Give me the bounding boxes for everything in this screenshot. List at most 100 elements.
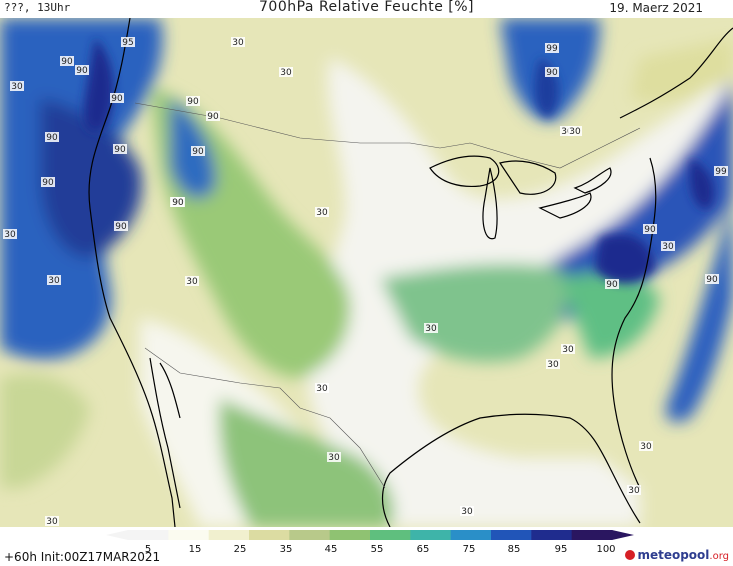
contour-label: 30 — [315, 207, 329, 218]
contour-label: 30 — [561, 344, 575, 355]
contour-label-bg — [561, 344, 575, 354]
contour-label: 30 — [3, 229, 17, 240]
contour-label-text: 90 — [115, 222, 127, 232]
legend-tick-label: 95 — [555, 544, 568, 555]
contour-label-text: 30 — [232, 38, 244, 48]
contour-label: 90 — [113, 144, 127, 155]
contour-label-text: 90 — [606, 280, 618, 290]
contour-label: 30 — [460, 506, 474, 517]
legend-swatch — [571, 530, 613, 540]
legend-tick-label: 45 — [325, 544, 338, 555]
contour-label-bg — [627, 485, 641, 495]
humidity-map: 9530909030909090909090903090303090303030… — [0, 18, 733, 527]
contour-label-text: 30 — [280, 68, 292, 78]
contour-label-bg — [568, 126, 582, 136]
contour-label-text: 30 — [569, 127, 581, 137]
contour-label-bg — [327, 452, 341, 462]
legend-tick-label: 35 — [280, 544, 293, 555]
contour-label: 90 — [110, 93, 124, 104]
contour-label-bg — [714, 166, 728, 176]
contour-label-bg — [47, 275, 61, 285]
contour-label-bg — [121, 37, 135, 47]
contour-label: 90 — [60, 56, 74, 67]
contour-label: 99 — [545, 43, 559, 54]
contour-label: 30 — [568, 126, 582, 137]
legend-swatch — [370, 530, 411, 540]
contour-label-text: 95 — [122, 38, 133, 48]
contour-labels: 9530909030909090909090903090303090303030… — [3, 37, 728, 527]
humidity-field — [0, 18, 733, 527]
contour-label: 30 — [560, 126, 574, 137]
contour-label-text: 30 — [425, 324, 437, 334]
legend-swatch — [450, 530, 492, 540]
init-time-label: +60h Init:00Z17MAR2021 — [4, 550, 161, 564]
contour-label: 95 — [121, 37, 135, 48]
contour-label: 90 — [643, 224, 657, 235]
contour-label-text: 30 — [628, 486, 640, 496]
contour-label-bg — [110, 93, 124, 103]
logo-brand: meteopool — [637, 548, 710, 562]
contour-label-bg — [191, 146, 205, 156]
contour-label-text: 99 — [715, 167, 727, 177]
legend-swatch — [491, 530, 532, 540]
legend-swatches — [106, 530, 634, 540]
gulf-coastline — [381, 413, 641, 527]
contour-label-text: 30 — [316, 208, 328, 218]
legend-swatch — [208, 530, 250, 540]
legend-tick-label: 5 — [145, 544, 151, 555]
contour-label-bg — [45, 132, 59, 142]
contour-label: 30 — [279, 67, 293, 78]
contour-label: 30 — [639, 441, 653, 452]
contour-label-text: 30 — [562, 345, 574, 355]
contour-label-bg — [185, 276, 199, 286]
contour-label-text: 30 — [4, 230, 16, 240]
contour-label: 30 — [47, 275, 61, 286]
contour-label: 90 — [171, 197, 185, 208]
legend-tick-label: 55 — [371, 544, 384, 555]
contour-label-bg — [206, 111, 220, 121]
contour-label: 30 — [661, 241, 675, 252]
map-title: 700hPa Relative Feuchte [%] — [259, 0, 474, 15]
legend-tick-label: 75 — [463, 544, 476, 555]
meteopool-logo[interactable]: meteopool.org — [625, 548, 729, 562]
legend-tick-label: 85 — [508, 544, 521, 555]
contour-label-text: 90 — [46, 133, 58, 143]
contour-label-text: 30 — [461, 507, 473, 517]
legend-swatch — [531, 530, 573, 540]
legend-tick-label: 100 — [596, 544, 615, 555]
atlantic-coastline — [611, 27, 733, 489]
legend-tick-label: 15 — [189, 544, 202, 555]
contour-label-text: 30 — [640, 442, 652, 452]
contour-label-text: 30 — [48, 276, 60, 286]
contour-label-bg — [114, 221, 128, 231]
contour-label-bg — [60, 56, 74, 66]
contour-label: 30 — [315, 383, 329, 394]
us-mexico-border — [144, 347, 386, 489]
contour-label-text: 90 — [172, 198, 184, 208]
contour-label: 90 — [705, 274, 719, 285]
contour-label-bg — [231, 37, 245, 47]
contour-label-bg — [113, 144, 127, 154]
borders — [88, 18, 733, 527]
contour-label-text: 30 — [561, 127, 573, 137]
contour-label-text: 30 — [662, 242, 674, 252]
contour-label: 30 — [231, 37, 245, 48]
contour-label: 90 — [605, 279, 619, 290]
contour-label-text: 90 — [644, 225, 656, 235]
contour-label: 90 — [191, 146, 205, 157]
contour-label-bg — [545, 43, 559, 53]
contour-label-bg — [605, 279, 619, 289]
contour-label-text: 30 — [547, 360, 559, 370]
contour-label-bg — [315, 207, 329, 217]
contour-label: 90 — [114, 221, 128, 232]
contour-label: 99 — [714, 166, 728, 177]
valid-date-label: 19. Maerz 2021 — [609, 1, 703, 15]
logo-tld: .org — [709, 551, 729, 562]
contour-label: 30 — [546, 359, 560, 370]
contour-label-bg — [10, 81, 24, 91]
contour-label-text: 90 — [187, 97, 199, 107]
contour-label-text: 90 — [61, 57, 73, 67]
contour-label-bg — [424, 323, 438, 333]
logo-dot-icon — [625, 550, 636, 560]
map-header: ???, 13Uhr 700hPa Relative Feuchte [%] 1… — [0, 0, 733, 18]
